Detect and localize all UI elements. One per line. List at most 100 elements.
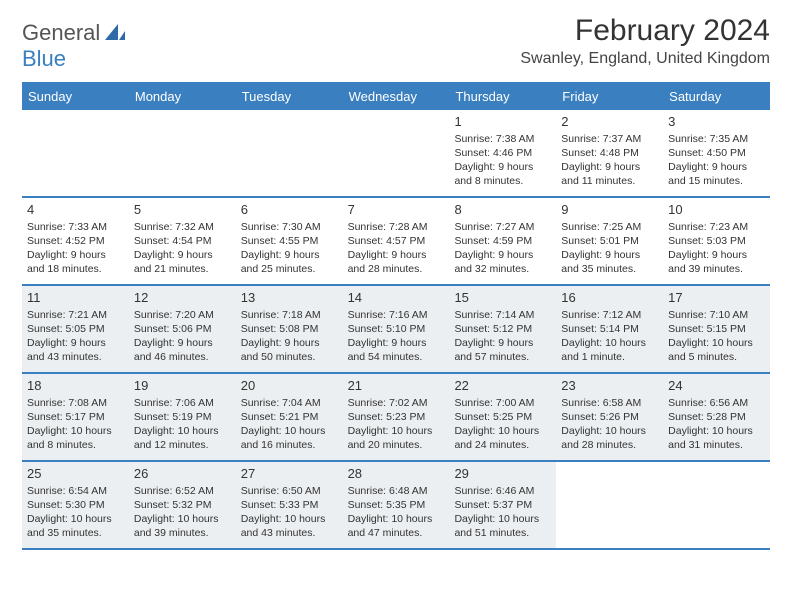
daylight-text: and 25 minutes. [241,262,338,276]
daylight-text: Daylight: 10 hours [668,424,765,438]
week-row: 11Sunrise: 7:21 AMSunset: 5:05 PMDayligh… [22,286,770,374]
daylight-text: Daylight: 9 hours [668,160,765,174]
day-number: 6 [241,201,338,219]
daylight-text: Daylight: 10 hours [668,336,765,350]
day-cell: 22Sunrise: 7:00 AMSunset: 5:25 PMDayligh… [449,374,556,460]
daylight-text: and 43 minutes. [27,350,124,364]
day-number: 13 [241,289,338,307]
day-cell-empty [236,110,343,196]
day-number: 20 [241,377,338,395]
day-cell-empty [129,110,236,196]
daylight-text: Daylight: 9 hours [668,248,765,262]
daylight-text: Daylight: 10 hours [561,336,658,350]
day-cell: 13Sunrise: 7:18 AMSunset: 5:08 PMDayligh… [236,286,343,372]
weekday-header-row: SundayMondayTuesdayWednesdayThursdayFrid… [22,84,770,110]
sunrise-text: Sunrise: 7:25 AM [561,220,658,234]
sunset-text: Sunset: 5:26 PM [561,410,658,424]
day-cell-empty [343,110,450,196]
daylight-text: and 11 minutes. [561,174,658,188]
logo-word-2: Blue [22,46,66,71]
sunset-text: Sunset: 4:52 PM [27,234,124,248]
daylight-text: and 21 minutes. [134,262,231,276]
sunrise-text: Sunrise: 7:30 AM [241,220,338,234]
day-number: 4 [27,201,124,219]
daylight-text: Daylight: 10 hours [241,424,338,438]
sunrise-text: Sunrise: 6:48 AM [348,484,445,498]
week-row: 18Sunrise: 7:08 AMSunset: 5:17 PMDayligh… [22,374,770,462]
day-cell: 21Sunrise: 7:02 AMSunset: 5:23 PMDayligh… [343,374,450,460]
sunset-text: Sunset: 5:35 PM [348,498,445,512]
day-cell: 16Sunrise: 7:12 AMSunset: 5:14 PMDayligh… [556,286,663,372]
day-number: 22 [454,377,551,395]
weekday-header: Wednesday [343,84,450,110]
daylight-text: Daylight: 10 hours [27,424,124,438]
daylight-text: and 46 minutes. [134,350,231,364]
day-cell-empty [22,110,129,196]
title-block: February 2024 Swanley, England, United K… [520,14,770,68]
day-cell: 29Sunrise: 6:46 AMSunset: 5:37 PMDayligh… [449,462,556,548]
daylight-text: Daylight: 10 hours [27,512,124,526]
sunset-text: Sunset: 5:14 PM [561,322,658,336]
day-cell: 15Sunrise: 7:14 AMSunset: 5:12 PMDayligh… [449,286,556,372]
sunrise-text: Sunrise: 7:16 AM [348,308,445,322]
day-cell: 2Sunrise: 7:37 AMSunset: 4:48 PMDaylight… [556,110,663,196]
sunset-text: Sunset: 5:23 PM [348,410,445,424]
day-cell: 6Sunrise: 7:30 AMSunset: 4:55 PMDaylight… [236,198,343,284]
daylight-text: and 20 minutes. [348,438,445,452]
daylight-text: and 43 minutes. [241,526,338,540]
sunrise-text: Sunrise: 7:35 AM [668,132,765,146]
sunset-text: Sunset: 5:05 PM [27,322,124,336]
daylight-text: Daylight: 10 hours [454,424,551,438]
day-number: 27 [241,465,338,483]
day-number: 10 [668,201,765,219]
sunset-text: Sunset: 5:37 PM [454,498,551,512]
daylight-text: Daylight: 9 hours [561,160,658,174]
sunrise-text: Sunrise: 7:28 AM [348,220,445,234]
day-number: 16 [561,289,658,307]
daylight-text: Daylight: 10 hours [134,512,231,526]
daylight-text: Daylight: 9 hours [27,336,124,350]
sunset-text: Sunset: 5:19 PM [134,410,231,424]
sunset-text: Sunset: 5:17 PM [27,410,124,424]
day-number: 8 [454,201,551,219]
sunset-text: Sunset: 5:03 PM [668,234,765,248]
daylight-text: and 35 minutes. [561,262,658,276]
daylight-text: Daylight: 9 hours [241,248,338,262]
daylight-text: and 8 minutes. [454,174,551,188]
week-row: 1Sunrise: 7:38 AMSunset: 4:46 PMDaylight… [22,110,770,198]
logo-sail-icon [105,24,125,45]
daylight-text: and 28 minutes. [561,438,658,452]
sunset-text: Sunset: 5:21 PM [241,410,338,424]
logo-word-1: General [22,20,100,45]
daylight-text: Daylight: 10 hours [561,424,658,438]
sunrise-text: Sunrise: 6:52 AM [134,484,231,498]
day-number: 28 [348,465,445,483]
day-cell-empty [663,462,770,548]
sunrise-text: Sunrise: 7:08 AM [27,396,124,410]
sunrise-text: Sunrise: 7:33 AM [27,220,124,234]
calendar-grid: SundayMondayTuesdayWednesdayThursdayFrid… [22,82,770,550]
day-cell: 9Sunrise: 7:25 AMSunset: 5:01 PMDaylight… [556,198,663,284]
day-number: 9 [561,201,658,219]
sunrise-text: Sunrise: 7:04 AM [241,396,338,410]
daylight-text: Daylight: 10 hours [241,512,338,526]
sunrise-text: Sunrise: 7:10 AM [668,308,765,322]
sunrise-text: Sunrise: 7:21 AM [27,308,124,322]
day-cell: 8Sunrise: 7:27 AMSunset: 4:59 PMDaylight… [449,198,556,284]
day-cell: 17Sunrise: 7:10 AMSunset: 5:15 PMDayligh… [663,286,770,372]
day-cell: 25Sunrise: 6:54 AMSunset: 5:30 PMDayligh… [22,462,129,548]
sunset-text: Sunset: 4:48 PM [561,146,658,160]
weeks-container: 1Sunrise: 7:38 AMSunset: 4:46 PMDaylight… [22,110,770,550]
sunset-text: Sunset: 5:06 PM [134,322,231,336]
logo-text-block: General Blue [22,20,125,72]
daylight-text: Daylight: 9 hours [561,248,658,262]
day-cell: 23Sunrise: 6:58 AMSunset: 5:26 PMDayligh… [556,374,663,460]
daylight-text: and 15 minutes. [668,174,765,188]
daylight-text: Daylight: 9 hours [134,248,231,262]
day-number: 7 [348,201,445,219]
day-number: 21 [348,377,445,395]
day-cell: 26Sunrise: 6:52 AMSunset: 5:32 PMDayligh… [129,462,236,548]
sunset-text: Sunset: 5:12 PM [454,322,551,336]
sunrise-text: Sunrise: 7:38 AM [454,132,551,146]
daylight-text: and 50 minutes. [241,350,338,364]
